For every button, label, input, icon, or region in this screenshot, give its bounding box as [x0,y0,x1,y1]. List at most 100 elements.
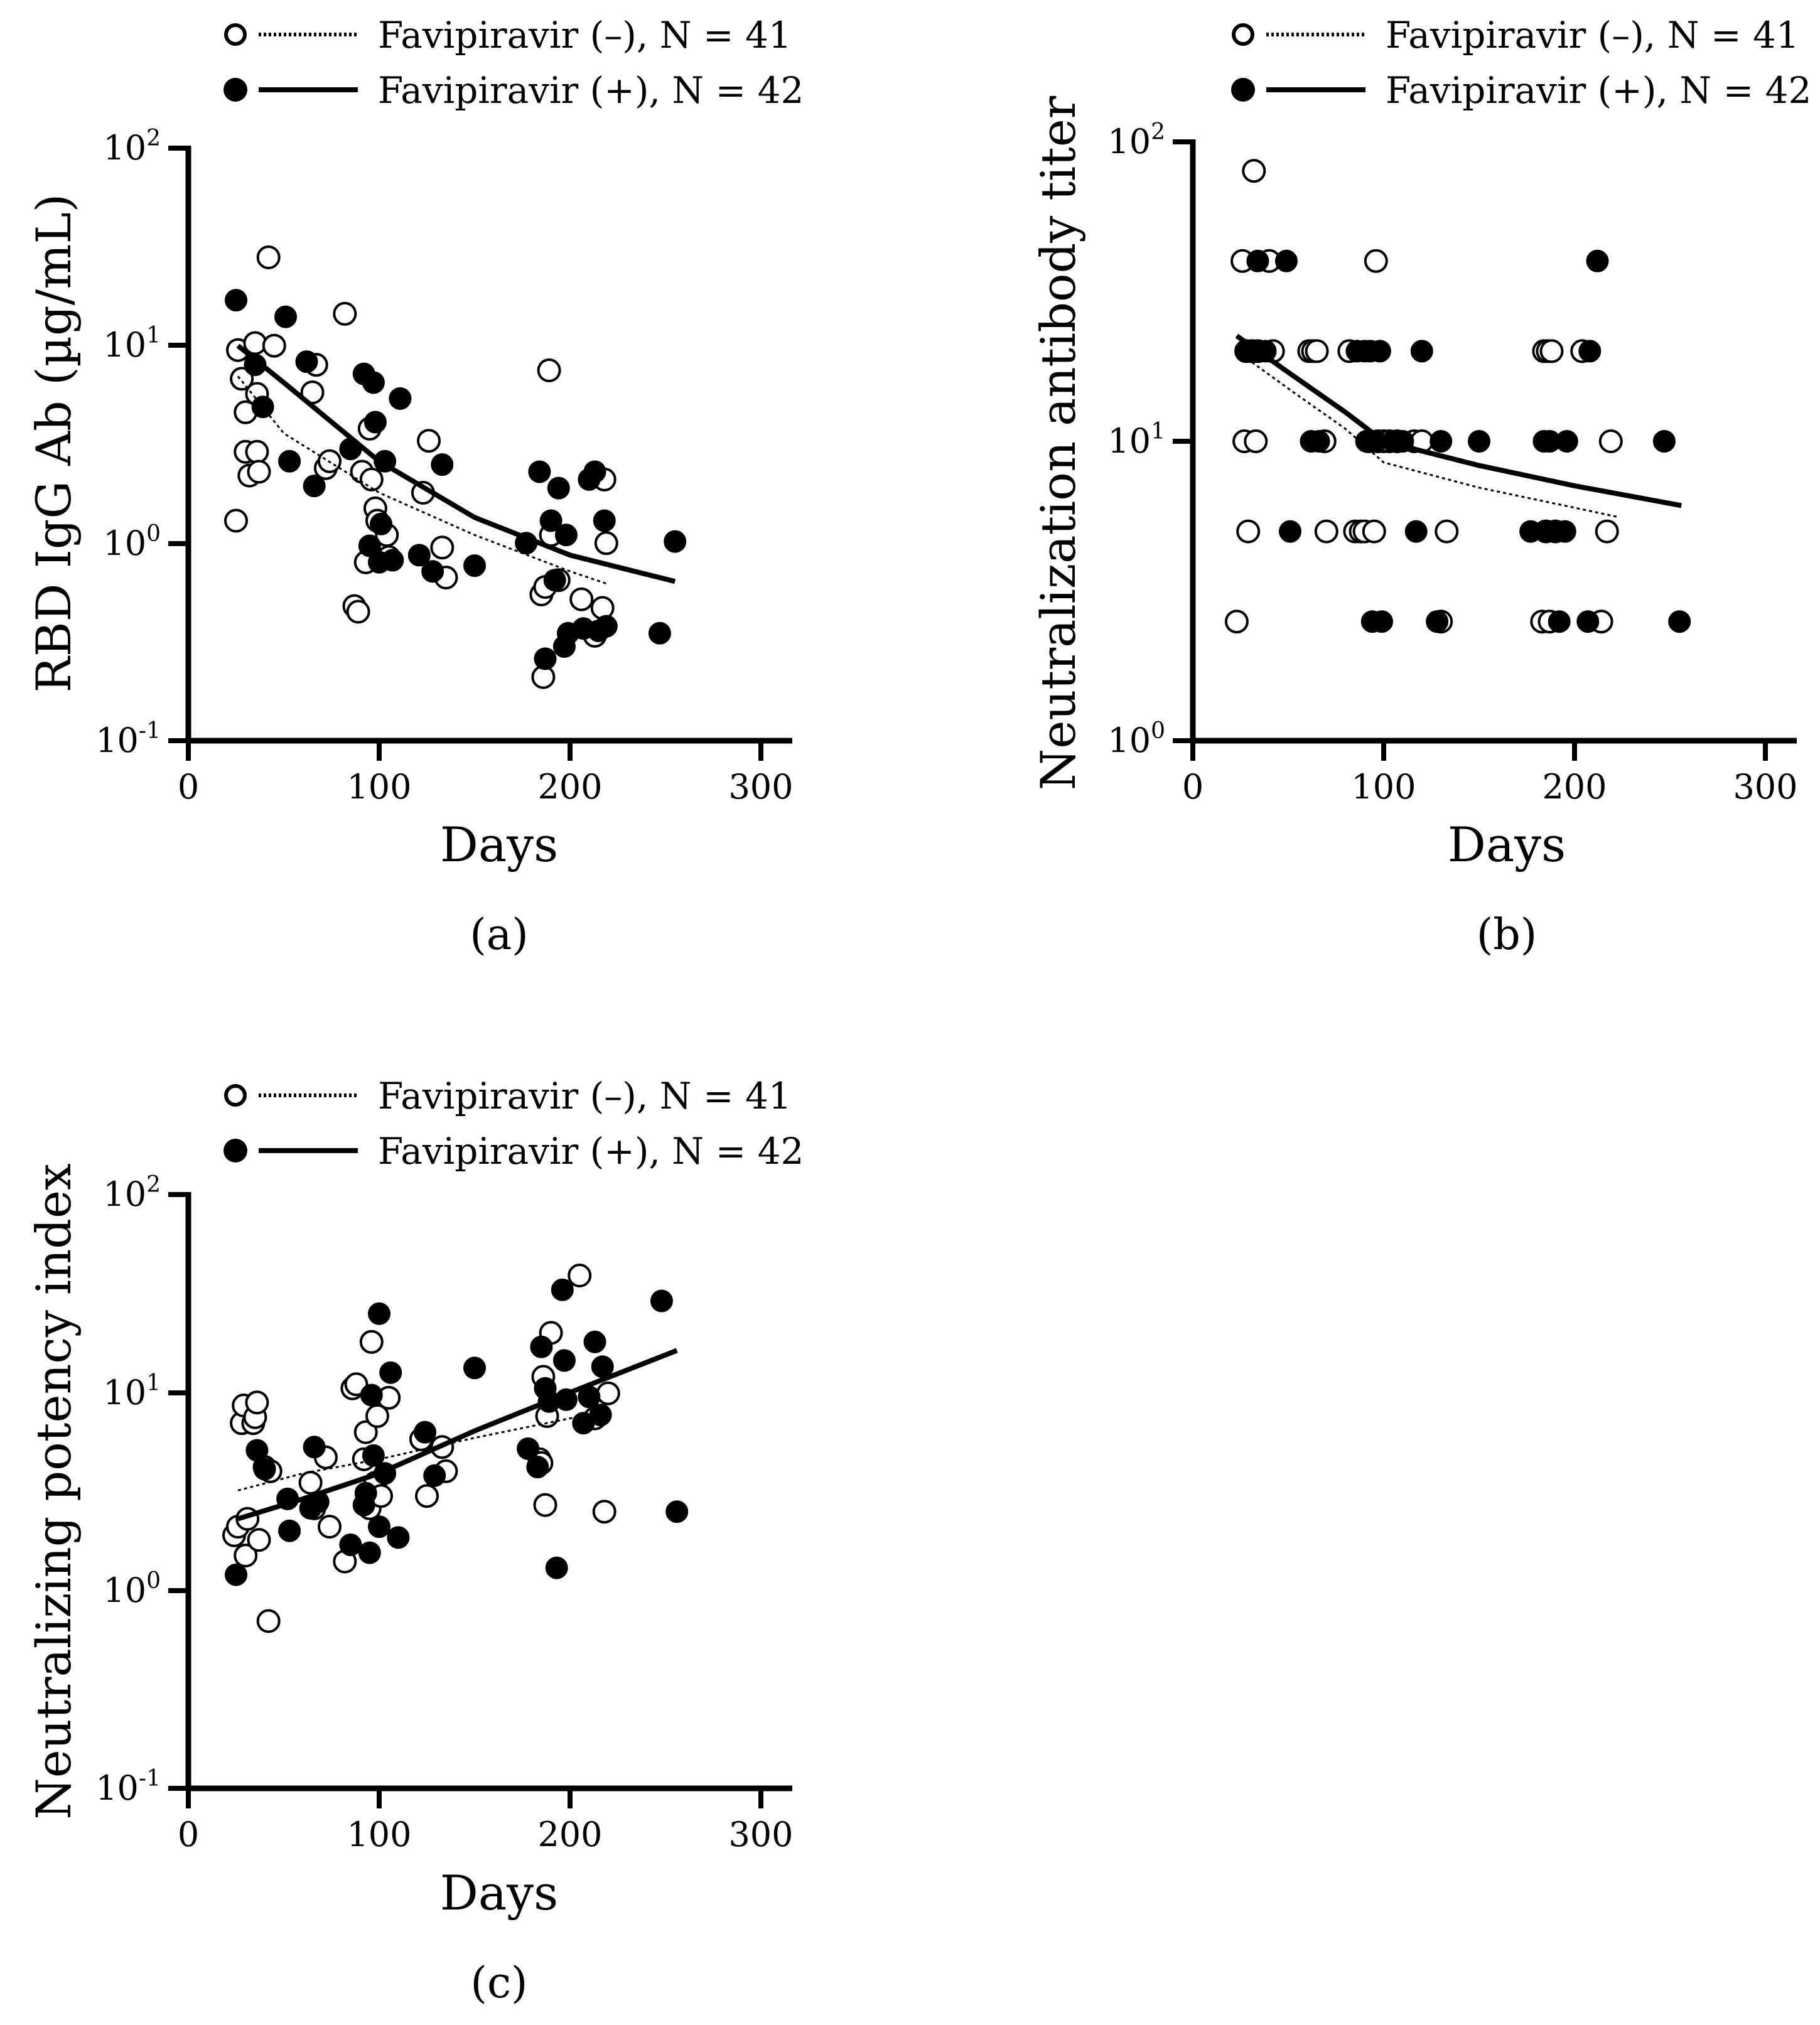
x-tick-label: 200 [537,1815,602,1854]
data-point-filled [1586,249,1609,272]
legend-filled-circle-icon [223,1139,247,1163]
data-point-filled [551,1278,574,1301]
data-point-open [594,531,618,556]
data-point-filled [245,1439,269,1462]
panel-a-legend: Favipiravir (–), N = 41 Favipiravir (+),… [223,14,804,112]
data-point-filled [1279,520,1301,543]
x-tick-label: 200 [537,767,602,807]
data-point-open [245,439,269,464]
data-point-filled [534,647,557,670]
data-point-filled [1426,610,1449,633]
x-tick-label: 0 [178,767,199,807]
y-tick-label: 100 [103,1568,161,1610]
data-point-filled [362,371,385,394]
data-point-filled [295,350,318,373]
data-point-open [568,1264,592,1287]
x-tick-label: 100 [1351,767,1416,807]
data-point-open [256,1609,281,1633]
y-tick-label: 101 [103,323,161,365]
data-point-filled [545,1556,568,1579]
data-point-filled [407,544,431,567]
data-point-filled [423,1464,446,1487]
legend-filled-circle-icon [1231,78,1255,102]
data-point-open [344,1372,369,1397]
x-axis-b: 0 100 200 300 [1182,738,1798,807]
panel-b-legend: Favipiravir (–), N = 41 Favipiravir (+),… [1231,14,1811,112]
fit-curve-dotted [237,1410,609,1491]
data-point-filled [387,1526,410,1549]
data-point-open [415,1484,439,1508]
legend-open-circle-icon [224,23,247,46]
panel-label-a: (a) [470,910,529,960]
x-tick-label: 200 [1542,767,1607,807]
data-point-filled [1578,340,1602,363]
data-point-open [417,429,441,453]
y-axis-c: 102 101 100 10-1 [95,1172,191,1808]
data-point-filled [1555,430,1578,453]
data-point-open [537,358,561,382]
x-tick-label: 300 [1733,767,1797,807]
data-point-filled [1548,610,1571,633]
data-point-open [590,596,615,620]
data-point-open [596,1381,620,1405]
y-axis-label-b: Neutralization antibody titer [1030,95,1086,790]
data-point-filled [363,411,387,434]
data-point-open [1305,339,1329,363]
data-point-open [333,301,357,326]
data-point-filled [379,1361,402,1384]
data-point-filled [539,509,563,532]
data-point-open [247,1528,271,1552]
plot-area-b [1224,159,1691,634]
y-tick-label: 101 [103,1370,161,1412]
panel-a-chart: Favipiravir (–), N = 41 Favipiravir (+),… [26,14,804,960]
data-point-open [234,1544,258,1568]
data-point-filled [225,289,247,312]
panel-label-b: (b) [1477,910,1537,960]
fit-curve-solid [236,343,676,584]
data-point-open [430,535,455,560]
data-point-open [1598,429,1623,453]
data-point-open [1435,519,1459,544]
data-point-filled [421,560,444,583]
legend-label-with: Favipiravir (+), N = 42 [378,69,804,112]
fit-curve-dotted [1236,350,1617,518]
data-point-filled [368,1302,390,1325]
legend-label-without: Favipiravir (–), N = 41 [1386,14,1799,56]
data-point-filled [278,449,301,473]
data-point-open [569,587,594,611]
data-point-open [1595,519,1619,544]
y-tick-label: 100 [103,521,161,563]
data-point-filled [253,1458,276,1481]
data-point-filled [303,475,326,498]
data-point-filled [463,1356,486,1380]
x-axis-a: 0 100 200 300 [178,738,794,807]
data-point-filled [1368,340,1391,363]
data-point-filled [543,569,566,592]
data-point-filled [528,460,551,483]
data-point-filled [583,460,606,483]
data-point-filled [414,1421,436,1444]
legend-label-without: Favipiravir (–), N = 41 [378,1075,792,1117]
data-point-filled [354,1481,377,1505]
y-tick-label: 101 [1107,419,1165,461]
data-point-filled [583,1330,606,1353]
data-point-filled [1468,430,1490,453]
x-tick-label: 100 [347,767,411,807]
data-point-filled [225,1563,247,1586]
data-point-filled [589,1404,612,1427]
fit-curve-solid [237,1348,678,1522]
data-point-filled [648,621,671,645]
y-tick-label: 10-1 [95,1766,161,1808]
legend-open-circle-icon [224,1084,247,1107]
data-point-filled [339,1534,362,1556]
data-point-filled [547,476,570,500]
x-axis-label-b: Days [1448,817,1566,873]
data-point-filled [360,1383,383,1407]
data-point-open [245,1390,269,1415]
data-point-filled [1246,249,1269,272]
data-point-open [1314,519,1338,544]
data-point-filled [593,509,616,532]
data-point-open [346,599,370,624]
data-point-open [224,508,248,533]
